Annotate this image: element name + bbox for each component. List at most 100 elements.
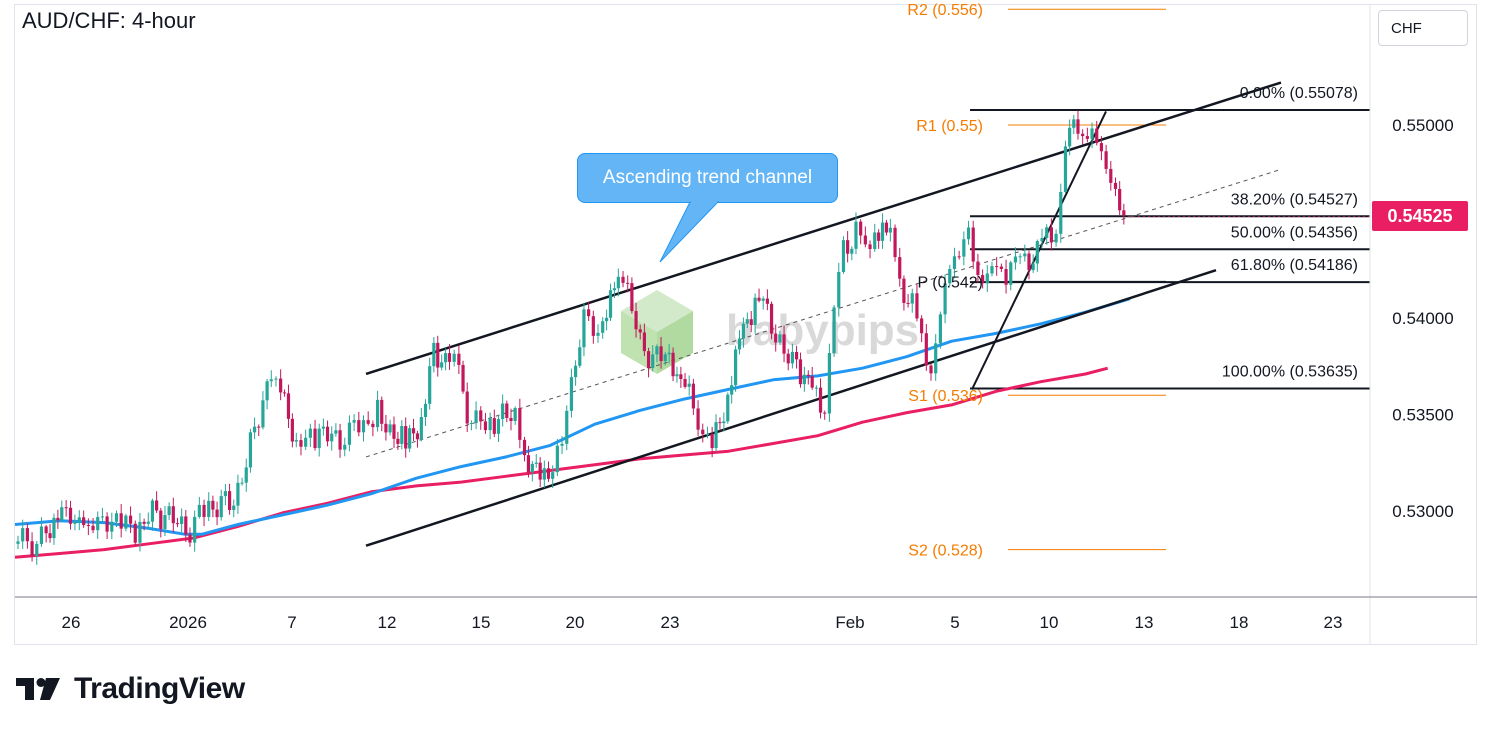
- candle-body: [701, 429, 705, 435]
- channel-upper-line: [365, 81, 1282, 376]
- candle-body: [962, 239, 966, 257]
- pivot-label: R1 (0.55): [916, 118, 983, 135]
- candle-body: [859, 221, 863, 236]
- candle-body: [343, 444, 347, 450]
- candle-body: [1013, 256, 1018, 263]
- candle-body: [207, 500, 211, 517]
- candle-body: [352, 420, 356, 423]
- candle-body: [778, 334, 782, 343]
- candle-body: [86, 525, 90, 527]
- candle-body: [100, 516, 105, 518]
- candle-body: [705, 433, 710, 435]
- candle-body: [832, 307, 836, 354]
- candle-body: [714, 422, 718, 449]
- candle-body: [587, 309, 591, 317]
- x-tick-label: 13: [1135, 613, 1154, 632]
- candle-body: [1059, 192, 1063, 234]
- candle-body: [436, 342, 440, 368]
- candle-body: [569, 377, 574, 411]
- candle-body: [274, 378, 278, 380]
- x-tick-label: 20: [566, 613, 585, 632]
- candle-body: [428, 366, 432, 404]
- candle-body: [578, 347, 582, 366]
- candle-body: [244, 467, 248, 483]
- fibonacci-levels: [970, 108, 1370, 390]
- candle-body: [782, 334, 786, 354]
- candle-body: [142, 521, 146, 524]
- candle-body: [44, 526, 48, 534]
- candle-body: [21, 528, 25, 542]
- candle-body: [282, 392, 287, 394]
- candle-body: [440, 362, 444, 368]
- candle-body: [313, 428, 317, 449]
- candle-body: [971, 227, 975, 262]
- candle-body: [551, 472, 555, 479]
- candle-body: [443, 353, 448, 363]
- candle-body: [1040, 237, 1044, 242]
- currency-selector[interactable]: CHF: [1378, 10, 1468, 46]
- candle-body: [638, 329, 642, 333]
- candle-body: [375, 399, 380, 428]
- candle-body: [1063, 146, 1068, 193]
- candle-body: [696, 408, 700, 430]
- fib-swing-line: [971, 111, 1107, 390]
- candle-body: [774, 333, 778, 343]
- candle-body: [82, 517, 86, 526]
- tradingview-logo[interactable]: TradingView: [16, 672, 245, 706]
- watermark-text: babypips: [726, 306, 919, 355]
- candle-body: [794, 351, 799, 360]
- candle-body: [873, 232, 877, 250]
- candle-body: [542, 468, 546, 480]
- candle-body: [408, 428, 412, 449]
- candle-body: [334, 430, 338, 434]
- candle-body: [105, 516, 109, 532]
- candle-body: [765, 298, 769, 304]
- candle-body: [465, 391, 469, 424]
- candle-body: [211, 500, 215, 510]
- candle-body: [447, 353, 452, 362]
- candle-body: [124, 515, 128, 529]
- candle-body: [827, 353, 831, 414]
- tradingview-logo-icon: [16, 678, 60, 700]
- level-labels: R2 (0.556) R1 (0.55) P (0.542) S1 (0.536) S2…: [907, 2, 1358, 559]
- trend-channel: [365, 81, 1370, 547]
- fib-label: 100.00% (0.53635): [1222, 363, 1358, 380]
- candle-body: [582, 309, 586, 348]
- candle-body: [197, 504, 201, 517]
- candle-body: [790, 351, 794, 364]
- candle-body: [163, 515, 167, 529]
- candle-body: [943, 283, 947, 315]
- candle-body: [850, 248, 854, 254]
- candle-body: [659, 346, 663, 362]
- x-tick-label: 18: [1230, 613, 1249, 632]
- candle-body: [461, 364, 465, 392]
- candle-body: [574, 365, 578, 378]
- candle-body: [915, 293, 919, 319]
- candle-body: [1054, 233, 1058, 243]
- candle-body: [823, 412, 827, 414]
- channel-lower-line: [365, 268, 1217, 547]
- candle-body: [806, 374, 810, 377]
- candle-body: [155, 500, 159, 511]
- candle-body: [906, 302, 910, 304]
- candle-body: [505, 403, 509, 418]
- candle-body: [56, 517, 60, 521]
- candle-body: [236, 482, 240, 506]
- candle-body: [1031, 263, 1035, 271]
- candle-body: [96, 516, 100, 531]
- candle-body: [810, 376, 814, 388]
- candle-body: [818, 387, 823, 413]
- candle-body: [920, 318, 924, 334]
- y-tick-label: 0.53000: [1392, 502, 1453, 521]
- candle-body: [898, 257, 902, 279]
- candle-body: [294, 440, 298, 442]
- candle-body: [501, 403, 505, 420]
- candle-body: [1122, 210, 1126, 216]
- candle-body: [814, 387, 818, 389]
- candle-body: [240, 482, 244, 484]
- candle-body: [509, 417, 513, 422]
- candle-body: [924, 333, 928, 366]
- candle-body: [175, 523, 180, 525]
- x-tick-label: 15: [472, 613, 491, 632]
- candle-body: [546, 468, 551, 479]
